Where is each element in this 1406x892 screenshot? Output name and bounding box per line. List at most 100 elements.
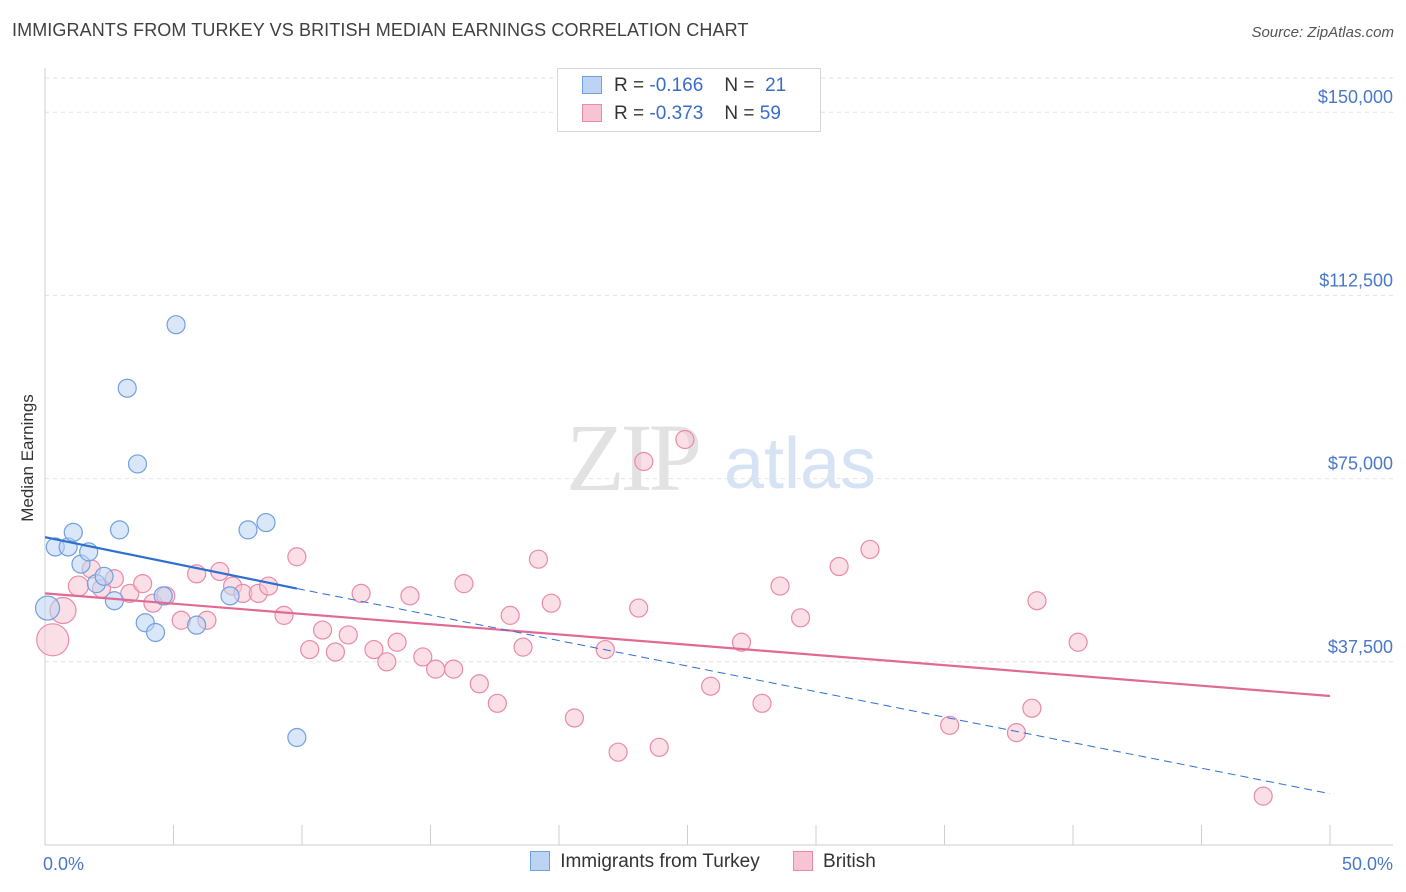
point-british	[940, 715, 960, 735]
point-british	[528, 549, 549, 569]
point-british	[377, 652, 397, 672]
point-british	[426, 659, 446, 679]
point-turkey	[104, 591, 124, 611]
point-british	[325, 642, 346, 662]
point-british	[67, 575, 90, 597]
tick-labels: $37,500 $75,000 $112,500 $150,000 0.0% 50.0%	[43, 87, 1393, 874]
point-british	[387, 632, 407, 652]
point-british	[133, 574, 153, 594]
watermark-atlas: atlas	[724, 424, 876, 504]
point-british	[36, 623, 70, 657]
point-british	[454, 574, 474, 594]
point-british	[444, 659, 464, 679]
point-turkey	[109, 520, 130, 540]
point-british	[1006, 723, 1027, 743]
point-british	[790, 608, 811, 628]
point-turkey	[145, 622, 166, 643]
y-tick-label: $112,500	[1319, 270, 1393, 290]
legend-swatch-turkey	[582, 76, 602, 94]
series-legend: Immigrants from Turkey British	[0, 851, 1406, 873]
point-british	[564, 708, 585, 728]
point-british	[1068, 632, 1088, 652]
point-turkey	[220, 586, 240, 606]
point-turkey	[187, 615, 207, 635]
point-turkey	[256, 512, 276, 533]
point-turkey	[127, 454, 148, 474]
data-points	[34, 315, 1273, 806]
point-british	[829, 556, 849, 577]
point-turkey	[287, 727, 307, 748]
point-british	[300, 639, 320, 660]
point-british	[701, 676, 721, 696]
series-swatch-british	[793, 851, 814, 871]
watermark-zip: ZIP	[566, 404, 699, 511]
point-british	[274, 605, 294, 625]
point-british	[338, 625, 358, 645]
legend-r-label-turkey: R =	[614, 75, 645, 96]
point-british	[731, 632, 752, 652]
point-turkey	[63, 522, 83, 542]
point-british	[287, 547, 307, 567]
legend-r-label-british: R =	[614, 103, 645, 124]
trend-line-british	[44, 592, 1331, 698]
point-turkey	[117, 378, 137, 398]
point-british	[649, 737, 669, 757]
point-british	[629, 598, 649, 618]
point-british	[675, 429, 695, 450]
point-british	[400, 586, 420, 606]
legend-n-value-british: 59	[759, 103, 781, 124]
point-british	[258, 576, 279, 596]
y-tick-label: $150,000	[1318, 87, 1393, 107]
y-tick-label: $37,500	[1328, 637, 1393, 657]
point-british	[413, 647, 433, 667]
legend-swatch-british	[582, 104, 602, 122]
point-british	[1253, 786, 1273, 806]
series-swatch-turkey	[530, 851, 551, 871]
x-tick-label: 0.0%	[43, 854, 84, 874]
y-tick-label: $75,000	[1328, 454, 1393, 474]
point-turkey	[94, 566, 114, 586]
legend-r-value-british: -0.373	[649, 103, 704, 124]
series-legend-label-turkey: Immigrants from Turkey	[560, 851, 760, 872]
point-british	[770, 576, 790, 596]
chart-title: IMMIGRANTS FROM TURKEY VS BRITISH MEDIAN…	[12, 20, 749, 40]
legend-row-turkey: R = -0.166 N = 21	[582, 75, 786, 99]
gridlines	[45, 77, 1393, 663]
point-british	[312, 620, 333, 640]
point-british	[364, 639, 384, 660]
point-turkey	[34, 595, 61, 621]
legend-r-value-turkey: -0.166	[649, 75, 704, 96]
point-british	[608, 742, 628, 762]
point-british	[634, 451, 654, 472]
series-legend-label-british: British	[823, 851, 876, 872]
trend-lines	[44, 536, 1331, 795]
series-legend-british: British	[793, 851, 876, 873]
point-british	[351, 583, 371, 604]
series-legend-turkey: Immigrants from Turkey	[530, 851, 760, 873]
legend-row-british: R = -0.373 N = 59	[582, 103, 781, 127]
point-british	[1022, 698, 1042, 718]
legend-n-value-turkey: 21	[765, 75, 787, 96]
point-turkey	[166, 315, 186, 335]
point-british	[513, 637, 533, 657]
axes	[44, 68, 1393, 846]
point-british	[500, 605, 520, 625]
point-british	[469, 674, 489, 694]
point-turkey	[153, 586, 173, 606]
x-tick-label: 50.0%	[1342, 854, 1393, 874]
source-label: Source: ZipAtlas.com	[1251, 24, 1394, 41]
correlation-legend: R = -0.166 N = 21 R = -0.373 N = 59	[557, 68, 821, 132]
trend-line-turkey-extension	[296, 588, 1331, 795]
trend-line-turkey	[44, 536, 298, 590]
point-turkey	[238, 520, 258, 540]
point-british	[120, 583, 140, 604]
point-british	[860, 539, 880, 560]
point-british	[487, 693, 507, 713]
point-british	[541, 593, 561, 613]
legend-n-label-turkey: N =	[724, 75, 755, 96]
point-british	[752, 693, 772, 713]
point-british	[1027, 591, 1047, 611]
watermark: ZIP atlas	[566, 404, 876, 511]
legend-n-label-british: N =	[724, 103, 755, 124]
